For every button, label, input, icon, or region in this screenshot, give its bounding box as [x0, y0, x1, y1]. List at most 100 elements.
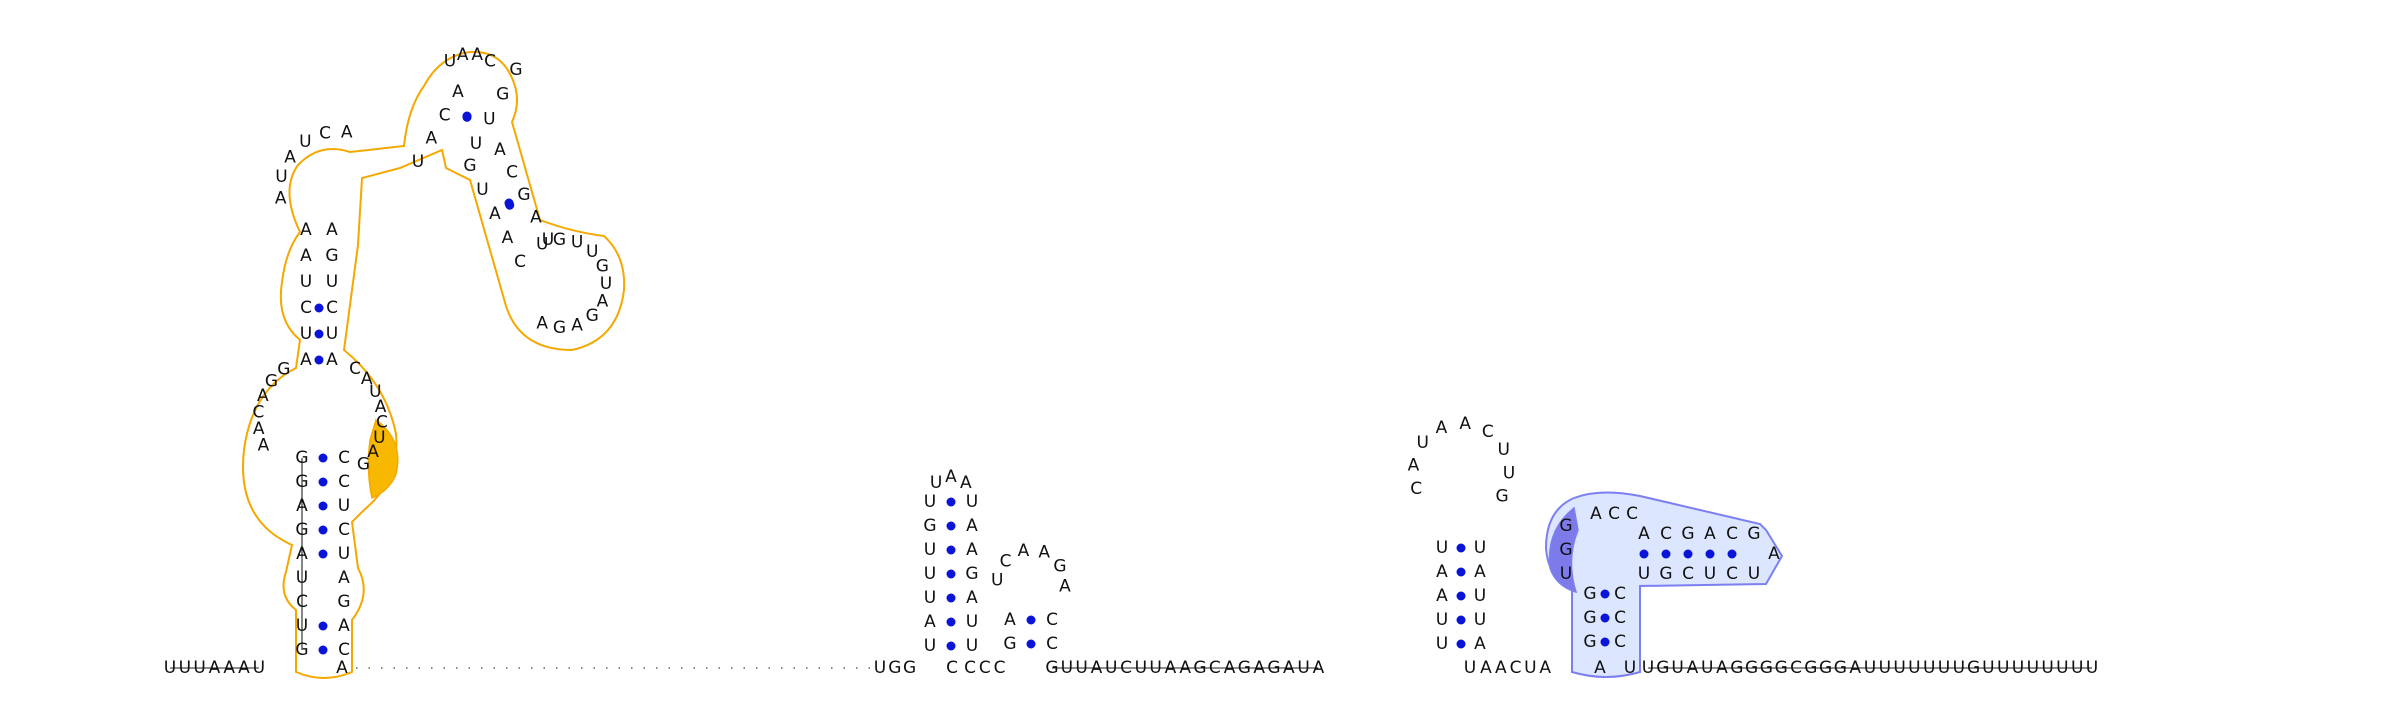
nucleotide-222: U [2012, 658, 2024, 678]
nucleotide-159: A [1459, 414, 1471, 434]
base-pair-dot-33 [1600, 613, 1610, 623]
nucleotide-93: G [888, 658, 901, 678]
nucleotide-19: G [295, 472, 308, 492]
nucleotide-42: C [300, 298, 312, 318]
nucleotide-4: A [209, 658, 221, 678]
nucleotide-131: C [1120, 658, 1132, 678]
nucleotide-101: U [924, 492, 936, 512]
nucleotide-111: A [960, 473, 972, 493]
nucleotide-37: U [373, 428, 385, 448]
nucleotide-30: G [265, 371, 278, 391]
nucleotide-172: G [1583, 584, 1596, 604]
nucleotide-35: A [375, 397, 387, 417]
nucleotide-95: U [924, 636, 936, 656]
nucleotide-68: A [471, 45, 483, 65]
nucleotide-204: G [1745, 658, 1758, 678]
nucleotide-175: C [1614, 632, 1626, 652]
nucleotide-207: C [1790, 658, 1802, 678]
nucleotide-123: A [1038, 543, 1050, 563]
nucleotide-22: C [338, 472, 350, 492]
base-pair-dot-20 [946, 593, 956, 603]
nucleotide-78: A [530, 208, 542, 228]
nucleotide-225: U [2056, 658, 2068, 678]
nucleotide-28: C [253, 402, 265, 422]
nucleotide-27: A [253, 419, 265, 439]
nucleotide-119: C [1046, 634, 1058, 654]
nucleotide-156: A [1408, 455, 1420, 475]
nucleotide-200: A [1687, 658, 1699, 678]
nucleotide-66: U [444, 52, 456, 72]
nucleotide-79: U [542, 230, 554, 250]
nucleotide-53: U [275, 167, 287, 187]
nucleotide-46: A [326, 220, 338, 240]
nucleotide-164: U [1464, 658, 1476, 678]
nucleotide-178: G [1559, 516, 1572, 536]
nucleotide-189: G [1659, 564, 1672, 584]
nucleotide-136: G [1193, 658, 1206, 678]
nucleotide-140: A [1253, 658, 1265, 678]
nucleotide-94: G [903, 658, 916, 678]
blue-highlight-patch [1548, 506, 1579, 594]
nucleotide-91: A [336, 658, 348, 678]
nucleotide-173: C [1614, 584, 1626, 604]
nucleotide-20: G [295, 448, 308, 468]
nucleotide-51: A [326, 350, 338, 370]
nucleotide-219: G [1967, 658, 1980, 678]
orange-highlight-patch [367, 418, 399, 500]
nucleotide-89: G [553, 318, 566, 338]
nucleotide-69: C [484, 52, 496, 72]
nucleotide-191: U [1704, 564, 1716, 584]
nucleotide-98: U [924, 564, 936, 584]
nucleotide-18: A [296, 496, 308, 516]
base-pair-dot-9 [314, 329, 324, 339]
nucleotide-135: A [1179, 658, 1191, 678]
nucleotide-73: A [502, 228, 514, 248]
nucleotide-11: U [296, 568, 308, 588]
nucleotide-38: A [367, 442, 379, 462]
nucleotide-32: C [349, 359, 361, 379]
nucleotide-137: C [1209, 658, 1221, 678]
nucleotide-52: A [275, 189, 287, 209]
nucleotide-92: U [874, 658, 886, 678]
nucleotide-9: U [296, 616, 308, 636]
nucleotide-149: U [1436, 538, 1448, 558]
base-pair-dot-36 [1661, 549, 1671, 559]
base-pair-dot-18 [946, 641, 956, 651]
nucleotide-216: U [1923, 658, 1935, 678]
nucleotide-226: U [2071, 658, 2083, 678]
nucleotide-97: U [924, 588, 936, 608]
nucleotide-41: U [300, 324, 312, 344]
nucleotide-166: A [1495, 658, 1507, 678]
nucleotide-143: U [1297, 658, 1309, 678]
nucleotide-64: G [496, 85, 509, 105]
nucleotide-152: U [1474, 586, 1486, 606]
orange-domain-outline [242, 50, 626, 679]
base-pair-dot-29 [1456, 591, 1466, 601]
nucleotide-2: U [179, 658, 191, 678]
nucleotide-129: A [1091, 658, 1103, 678]
nucleotide-14: A [338, 616, 350, 636]
nucleotide-133: U [1149, 658, 1161, 678]
nucleotide-203: G [1730, 658, 1743, 678]
nucleotide-212: U [1864, 658, 1876, 678]
nucleotide-34: U [369, 382, 381, 402]
nucleotide-154: A [1474, 634, 1486, 654]
nucleotide-85: U [600, 274, 612, 294]
nucleotide-65: G [509, 60, 522, 80]
nucleotide-151: A [1474, 562, 1486, 582]
nucleotide-169: A [1539, 658, 1551, 678]
nucleotide-25: U [338, 544, 350, 564]
nucleotide-194: A [1768, 544, 1780, 564]
nucleotide-82: U [571, 233, 583, 253]
nucleotide-202: A [1716, 658, 1728, 678]
nucleotide-55: U [299, 132, 311, 152]
nucleotide-115: C [994, 658, 1006, 678]
nucleotide-24: C [338, 520, 350, 540]
nucleotide-60: C [439, 105, 451, 125]
base-pair-dot-34 [1600, 589, 1610, 599]
nucleotide-214: U [1893, 658, 1905, 678]
base-pair-dot-7 [318, 453, 328, 463]
backbone-lines [170, 458, 2092, 669]
nucleotide-112: C [946, 658, 958, 678]
